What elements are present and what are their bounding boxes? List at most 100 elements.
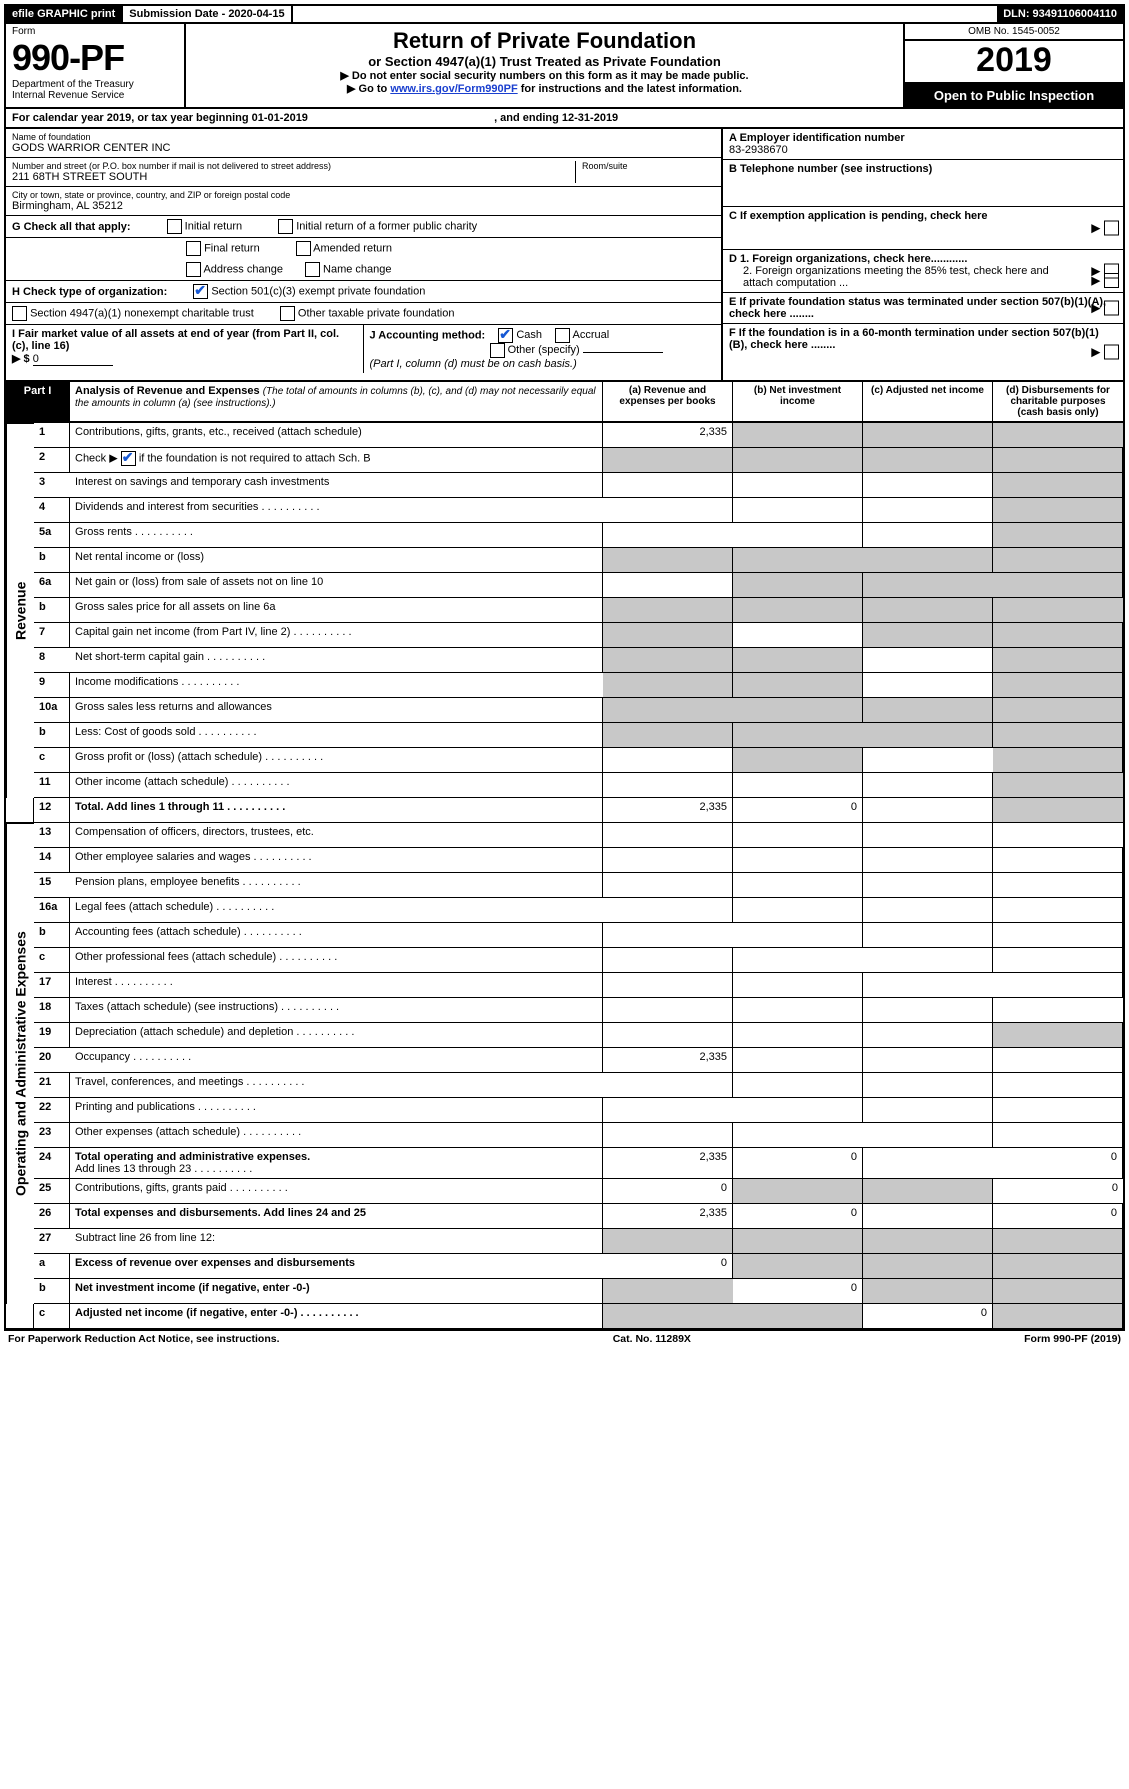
ty-pre: For calendar year 2019, or tax year begi… xyxy=(12,112,252,124)
v1a: 2,335 xyxy=(603,423,733,448)
ln-6b: b xyxy=(34,598,70,623)
v27b: 0 xyxy=(733,1279,863,1304)
j-label: J Accounting method: xyxy=(370,329,486,341)
note2-pre: ▶ Go to xyxy=(347,83,390,95)
desc-12: Total. Add lines 1 through 11 xyxy=(70,798,603,823)
ln-21: 21 xyxy=(34,1073,70,1098)
ty-begin: 01-01-2019 xyxy=(252,112,308,124)
footer-left: For Paperwork Reduction Act Notice, see … xyxy=(8,1333,280,1345)
h-other-checkbox[interactable] xyxy=(280,306,295,321)
note2-post: for instructions and the latest informat… xyxy=(518,83,742,95)
part1-tag: Part I xyxy=(6,382,70,421)
part1-title: Analysis of Revenue and Expenses xyxy=(75,385,260,397)
desc-19: Depreciation (attach schedule) and deple… xyxy=(70,1023,603,1048)
h-4947-checkbox[interactable] xyxy=(12,306,27,321)
desc-16a: Legal fees (attach schedule) xyxy=(70,898,603,923)
open-to-public: Open to Public Inspection xyxy=(905,84,1123,107)
desc-20: Occupancy xyxy=(70,1048,603,1073)
f-checkbox[interactable] xyxy=(1104,345,1119,360)
j-other: Other (specify) xyxy=(508,344,580,356)
ty-mid: , and ending xyxy=(494,112,562,124)
col-b-head: (b) Net investment income xyxy=(733,382,863,421)
i-label: I Fair market value of all assets at end… xyxy=(12,328,339,352)
g-amended-checkbox[interactable] xyxy=(296,241,311,256)
h-opt2: Section 4947(a)(1) nonexempt charitable … xyxy=(30,307,254,319)
desc-9: Income modifications xyxy=(70,673,603,698)
h-opt3: Other taxable private foundation xyxy=(298,307,455,319)
desc-23: Other expenses (attach schedule) xyxy=(70,1123,603,1148)
j-other-checkbox[interactable] xyxy=(490,343,505,358)
v27c: 0 xyxy=(863,1304,993,1329)
g-name-checkbox[interactable] xyxy=(305,262,320,277)
topbar: efile GRAPHIC print Submission Date - 20… xyxy=(4,4,1125,24)
j-note: (Part I, column (d) must be on cash basi… xyxy=(370,358,577,370)
submission-date: Submission Date - 2020-04-15 xyxy=(123,6,292,22)
desc-13: Compensation of officers, directors, tru… xyxy=(70,823,603,848)
calendar-year-row: For calendar year 2019, or tax year begi… xyxy=(4,109,1125,129)
e-label: E If private foundation status was termi… xyxy=(729,296,1106,320)
city-label: City or town, state or province, country… xyxy=(12,190,715,200)
desc-10c: Gross profit or (loss) (attach schedule) xyxy=(70,748,603,773)
d1-label: D 1. Foreign organizations, check here..… xyxy=(729,253,967,265)
form-title: Return of Private Foundation xyxy=(196,28,893,54)
g-opt-name: Name change xyxy=(323,263,392,275)
c-label: C If exemption application is pending, c… xyxy=(729,210,988,222)
ln-16b: b xyxy=(34,923,70,948)
phone-label: B Telephone number (see instructions) xyxy=(729,163,932,175)
room-label: Room/suite xyxy=(582,161,715,171)
schb-checkbox[interactable] xyxy=(121,451,136,466)
d2-label: 2. Foreign organizations meeting the 85%… xyxy=(729,265,1063,289)
footer-form: Form 990-PF (2019) xyxy=(1024,1333,1121,1345)
desc-26: Total expenses and disbursements. Add li… xyxy=(70,1204,603,1229)
part1-table: Revenue 1 Contributions, gifts, grants, … xyxy=(4,423,1125,1331)
g-opt-initial: Initial return xyxy=(185,220,242,232)
col-d-head: (d) Disbursements for charitable purpose… xyxy=(993,382,1123,421)
g-initial-checkbox[interactable] xyxy=(167,219,182,234)
dept-treasury: Department of the Treasury xyxy=(12,79,178,90)
desc-7: Capital gain net income (from Part IV, l… xyxy=(70,623,603,648)
c-checkbox[interactable] xyxy=(1104,221,1119,236)
ln-22: 22 xyxy=(34,1098,70,1123)
desc-27a: Excess of revenue over expenses and disb… xyxy=(70,1254,603,1279)
ln-2: 2 xyxy=(34,448,70,473)
ein-label: A Employer identification number xyxy=(729,132,905,144)
j-cash: Cash xyxy=(516,329,542,341)
g-initial-former-checkbox[interactable] xyxy=(278,219,293,234)
revenue-side: Revenue xyxy=(6,423,34,798)
h-501c3-checkbox[interactable] xyxy=(193,284,208,299)
g-address-checkbox[interactable] xyxy=(186,262,201,277)
col-a-head: (a) Revenue and expenses per books xyxy=(603,382,733,421)
form-note2: ▶ Go to www.irs.gov/Form990PF for instru… xyxy=(196,82,893,95)
desc-1: Contributions, gifts, grants, etc., rece… xyxy=(70,423,603,448)
desc-25: Contributions, gifts, grants paid xyxy=(70,1179,603,1204)
irs-link[interactable]: www.irs.gov/Form990PF xyxy=(390,83,517,95)
ln-10c: c xyxy=(34,748,70,773)
ln-11: 11 xyxy=(34,773,70,798)
desc-8: Net short-term capital gain xyxy=(70,648,603,673)
ln-25: 25 xyxy=(34,1179,70,1204)
d2-checkbox[interactable] xyxy=(1104,273,1119,288)
g-opt-address: Address change xyxy=(203,263,283,275)
j-cash-checkbox[interactable] xyxy=(498,328,513,343)
desc-2: Check ▶ if the foundation is not require… xyxy=(70,448,603,473)
ln-15: 15 xyxy=(34,873,70,898)
v12a: 2,335 xyxy=(603,798,733,823)
ty-end: 12-31-2019 xyxy=(562,112,618,124)
desc-15: Pension plans, employee benefits xyxy=(70,873,603,898)
g-final-checkbox[interactable] xyxy=(186,241,201,256)
j-accrual-checkbox[interactable] xyxy=(555,328,570,343)
form-subtitle: or Section 4947(a)(1) Trust Treated as P… xyxy=(196,54,893,69)
desc-5a: Gross rents xyxy=(70,523,603,548)
ln-14: 14 xyxy=(34,848,70,873)
ein-value: 83-2938670 xyxy=(729,144,788,156)
g-label: G Check all that apply: xyxy=(12,221,131,233)
addr-label: Number and street (or P.O. box number if… xyxy=(12,161,575,171)
desc-6a: Net gain or (loss) from sale of assets n… xyxy=(70,573,603,598)
entity-info: Name of foundation GODS WARRIOR CENTER I… xyxy=(4,129,1125,382)
street-address: 211 68TH STREET SOUTH xyxy=(12,171,575,183)
e-checkbox[interactable] xyxy=(1104,301,1119,316)
ln-27b: b xyxy=(34,1279,70,1304)
desc-27b: Net investment income (if negative, ente… xyxy=(70,1279,603,1304)
desc-21: Travel, conferences, and meetings xyxy=(70,1073,603,1098)
desc-10b: Less: Cost of goods sold xyxy=(70,723,603,748)
